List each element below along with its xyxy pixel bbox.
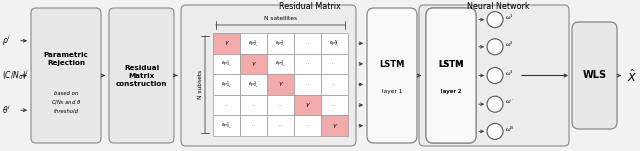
- FancyBboxPatch shape: [109, 8, 174, 143]
- Bar: [240, 115, 267, 136]
- Text: $\delta\rho^2_{X_1}$: $\delta\rho^2_{X_1}$: [248, 38, 259, 49]
- Bar: [267, 115, 294, 136]
- Text: $\delta\rho^N_{X_1}$: $\delta\rho^N_{X_1}$: [329, 38, 340, 49]
- Circle shape: [487, 96, 503, 112]
- Text: $..$: $..$: [332, 103, 338, 108]
- Text: $..$: $..$: [251, 103, 256, 108]
- Bar: [213, 115, 240, 136]
- Bar: [294, 95, 321, 115]
- Text: LSTM: LSTM: [438, 60, 464, 69]
- Text: layer 2: layer 2: [441, 89, 461, 94]
- Bar: [321, 33, 348, 54]
- FancyBboxPatch shape: [426, 8, 476, 143]
- Text: $\delta\rho^3_{X_1}$: $\delta\rho^3_{X_1}$: [275, 38, 286, 49]
- Text: Residual Matrix: Residual Matrix: [279, 2, 341, 11]
- Text: $(C/N_0)^i$: $(C/N_0)^i$: [2, 69, 29, 82]
- FancyBboxPatch shape: [181, 5, 356, 146]
- Text: $..$: $..$: [278, 123, 283, 128]
- Text: $..$: $..$: [332, 61, 338, 66]
- Text: $..$: $..$: [278, 103, 283, 108]
- FancyBboxPatch shape: [367, 8, 417, 143]
- Bar: [267, 33, 294, 54]
- Bar: [294, 115, 321, 136]
- Text: N subsets: N subsets: [198, 70, 202, 99]
- Text: $\gamma$: $\gamma$: [278, 80, 284, 88]
- Text: Neural Network: Neural Network: [467, 2, 529, 11]
- Text: $\delta\rho^1_{X_2}$: $\delta\rho^1_{X_2}$: [221, 58, 232, 69]
- Text: $\delta\rho^1_{X_N}$: $\delta\rho^1_{X_N}$: [221, 120, 232, 131]
- FancyBboxPatch shape: [426, 8, 476, 143]
- Text: $\delta\rho^3_{X_2}$: $\delta\rho^3_{X_2}$: [275, 58, 286, 69]
- Text: Residual
Matrix
construction: Residual Matrix construction: [116, 64, 167, 87]
- Bar: [213, 74, 240, 95]
- Text: $\omega^1$: $\omega^1$: [505, 13, 514, 22]
- Bar: [213, 33, 240, 54]
- Text: Parametric
Rejection: Parametric Rejection: [44, 52, 88, 66]
- Circle shape: [487, 12, 503, 28]
- Bar: [213, 54, 240, 74]
- Text: $\gamma$: $\gamma$: [332, 122, 337, 130]
- Text: $\gamma$: $\gamma$: [223, 39, 230, 47]
- Bar: [213, 95, 240, 115]
- Text: LSTM: LSTM: [380, 60, 404, 69]
- Text: $\rho^i$: $\rho^i$: [2, 34, 11, 48]
- Circle shape: [487, 67, 503, 84]
- Bar: [267, 54, 294, 74]
- Text: $..$: $..$: [305, 123, 310, 128]
- Bar: [240, 54, 267, 74]
- Bar: [240, 74, 267, 95]
- Text: LSTM: LSTM: [438, 60, 464, 69]
- Bar: [240, 95, 267, 115]
- Bar: [294, 54, 321, 74]
- Text: $\gamma$: $\gamma$: [250, 60, 257, 68]
- Text: $..$: $..$: [305, 82, 310, 87]
- FancyBboxPatch shape: [31, 8, 101, 143]
- Bar: [267, 95, 294, 115]
- Circle shape: [487, 39, 503, 55]
- Text: $\delta\rho^1_{X_3}$: $\delta\rho^1_{X_3}$: [221, 79, 232, 90]
- Bar: [321, 115, 348, 136]
- Text: $\omega^N$: $\omega^N$: [505, 125, 515, 134]
- Bar: [321, 74, 348, 95]
- Text: based on
$C/N_0$ and $\theta$
threshold: based on $C/N_0$ and $\theta$ threshold: [51, 91, 81, 114]
- Text: $\hat{X}$: $\hat{X}$: [627, 67, 637, 84]
- Text: layer 2: layer 2: [441, 89, 461, 94]
- Text: $\delta\rho^2_{X_3}$: $\delta\rho^2_{X_3}$: [248, 79, 259, 90]
- Text: $..$: $..$: [305, 41, 310, 46]
- Text: $\theta^i$: $\theta^i$: [2, 104, 11, 116]
- Text: $\omega^2$: $\omega^2$: [505, 40, 514, 50]
- FancyBboxPatch shape: [419, 5, 569, 146]
- Circle shape: [487, 123, 503, 139]
- Text: WLS: WLS: [582, 71, 607, 80]
- Text: N satellites: N satellites: [264, 16, 297, 21]
- Bar: [267, 74, 294, 95]
- Text: $..$: $..$: [332, 82, 338, 87]
- Bar: [294, 74, 321, 95]
- Text: $..$: $..$: [251, 123, 256, 128]
- Text: $..$: $..$: [224, 103, 229, 108]
- Bar: [294, 33, 321, 54]
- Text: $..$: $..$: [305, 61, 310, 66]
- Bar: [240, 33, 267, 54]
- FancyBboxPatch shape: [572, 22, 617, 129]
- Text: $\omega^3$: $\omega^3$: [505, 69, 514, 78]
- Bar: [321, 54, 348, 74]
- Bar: [321, 95, 348, 115]
- Text: $\gamma$: $\gamma$: [305, 101, 310, 109]
- Text: layer 1: layer 1: [382, 89, 402, 94]
- Text: $\omega^{\cdot\cdot}$: $\omega^{\cdot\cdot}$: [505, 98, 515, 106]
